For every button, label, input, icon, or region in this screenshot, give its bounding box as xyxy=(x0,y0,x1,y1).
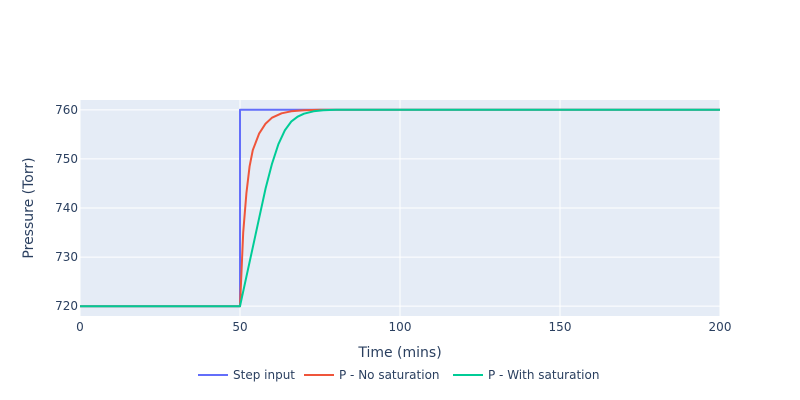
x-tick-label: 200 xyxy=(709,320,732,334)
series-line-3 xyxy=(80,108,720,308)
legend: Step input P - No saturation P - With satu… xyxy=(198,368,599,382)
legend-item-label: P - No saturation xyxy=(339,368,440,382)
x-tick-label: 50 xyxy=(232,320,247,334)
legend-item-label: Step input xyxy=(233,368,295,382)
y-tick-label: 750 xyxy=(55,152,78,166)
x-tick-label: 100 xyxy=(389,320,412,334)
legend-item-label: P - With saturation xyxy=(488,368,599,382)
x-tick-label: 0 xyxy=(76,320,84,334)
y-tick-label: 730 xyxy=(55,250,78,264)
y-tick-label: 740 xyxy=(55,201,78,215)
y-tick-label: 720 xyxy=(55,299,78,313)
series-line-2 xyxy=(80,108,720,308)
x-axis-title: Time (mins) xyxy=(357,345,441,361)
tick-labels: 0 50 100 150 200 720 730 740 750 760 xyxy=(55,103,731,334)
y-tick-label: 760 xyxy=(55,103,78,117)
y-axis-title: Pressure (Torr) xyxy=(21,157,37,258)
series-lines xyxy=(80,108,720,308)
x-tick-label: 150 xyxy=(549,320,572,334)
